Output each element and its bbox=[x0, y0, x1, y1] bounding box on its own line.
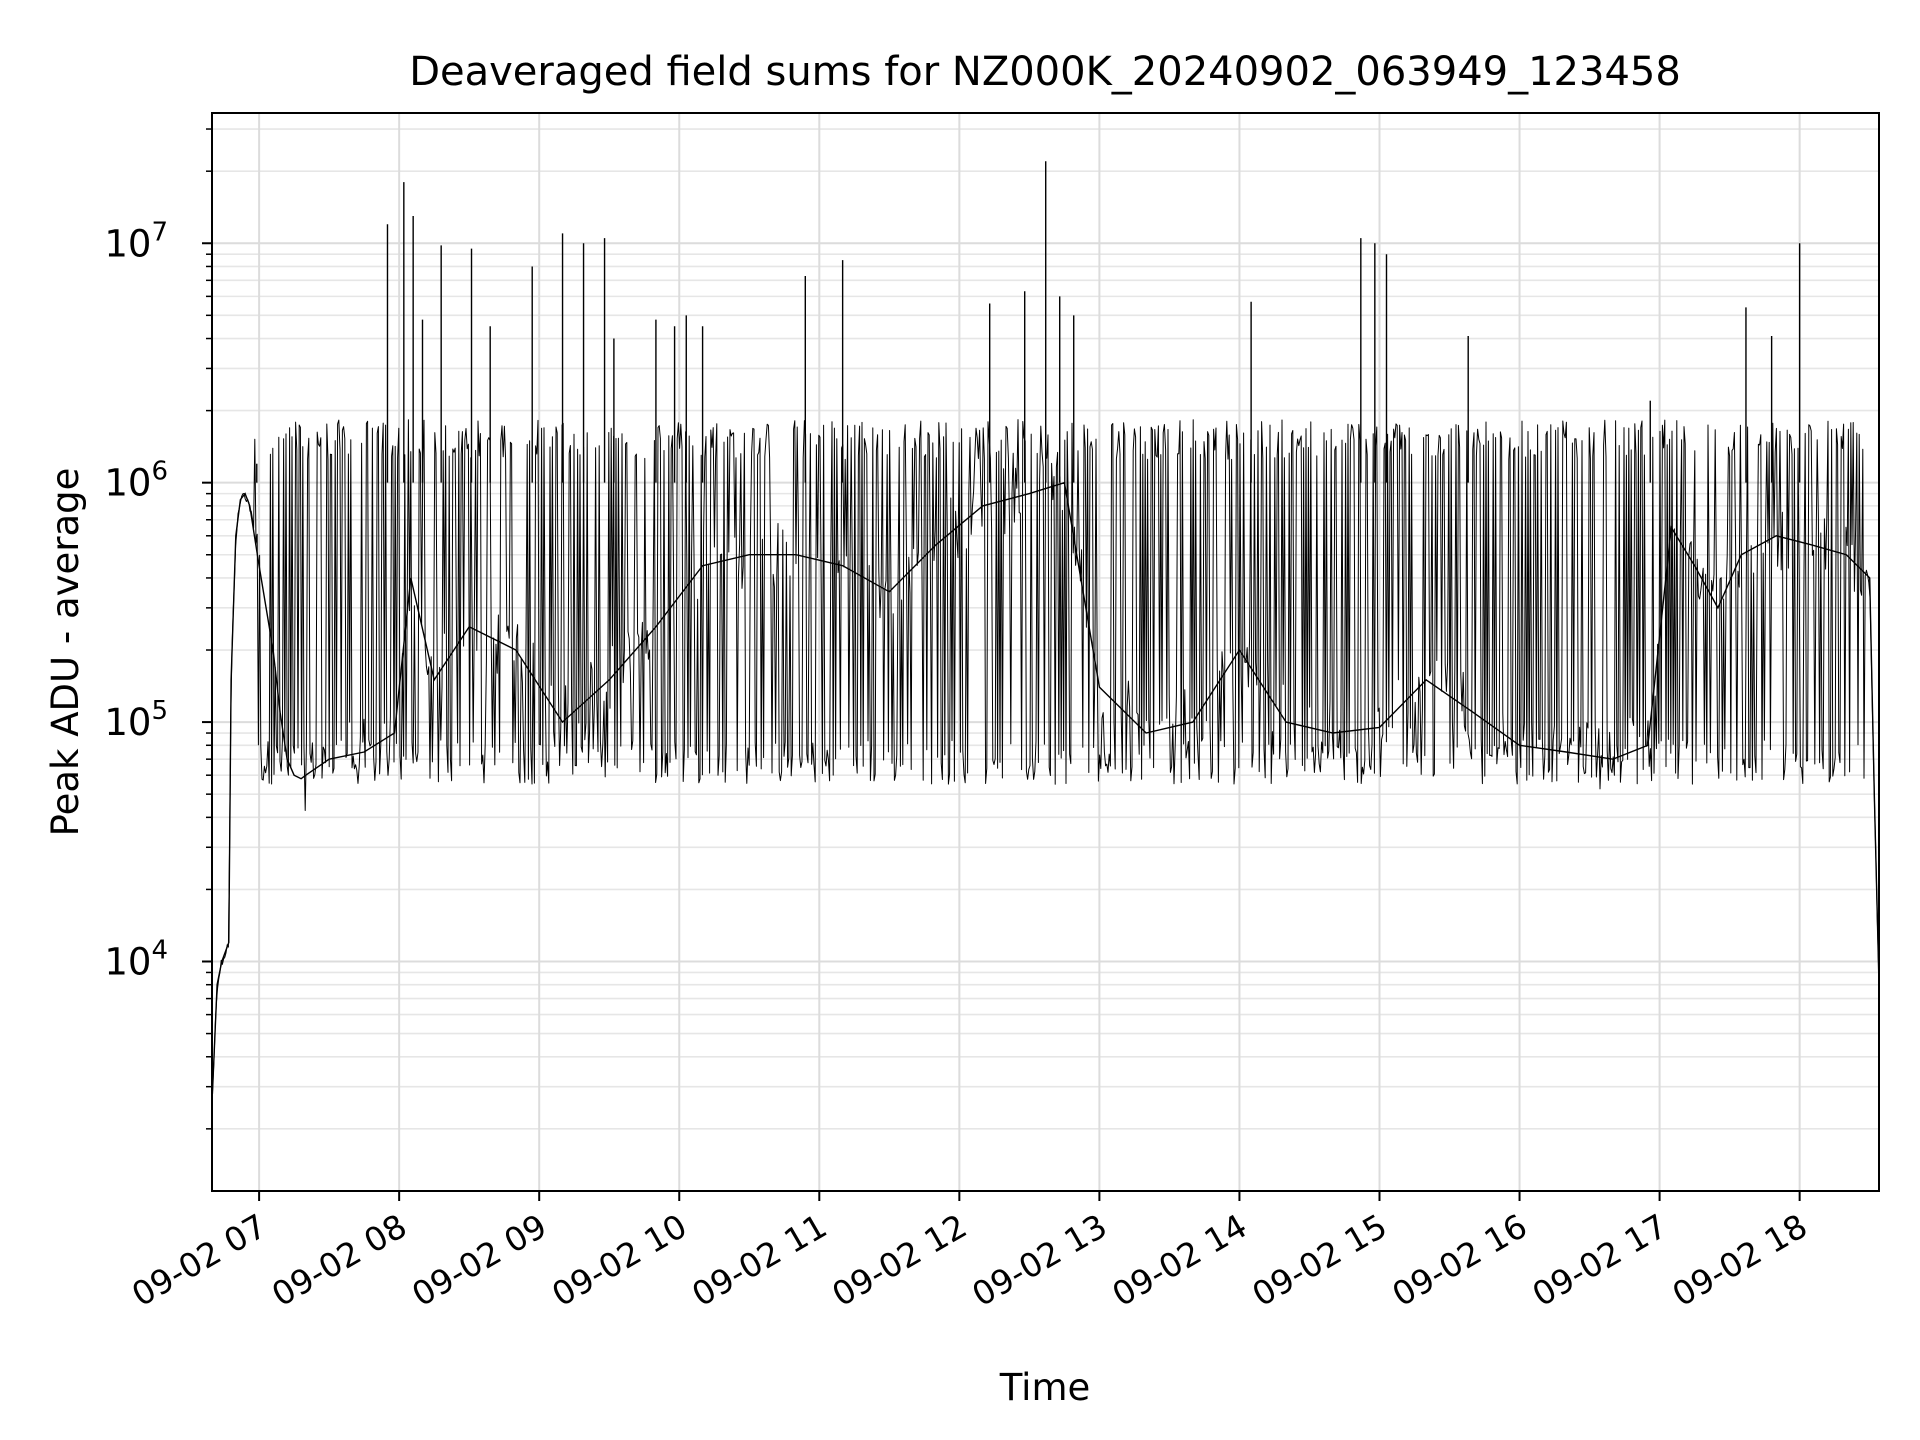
y-tick-base: 10 bbox=[104, 701, 151, 744]
y-tick-exponent: 4 bbox=[151, 935, 168, 965]
chart-title: Deaveraged field sums for NZ000K_2024090… bbox=[409, 49, 1681, 95]
y-tick-exponent: 7 bbox=[151, 217, 168, 247]
data-series bbox=[211, 161, 1880, 1094]
plot-frame bbox=[211, 112, 1880, 1192]
y-tick-base: 10 bbox=[104, 462, 151, 505]
y-tick-label: 107 bbox=[104, 217, 168, 265]
data-line bbox=[211, 481, 1880, 1094]
y-tick-exponent: 6 bbox=[151, 457, 168, 487]
y-tick-base: 10 bbox=[104, 940, 151, 983]
y-tick-label: 106 bbox=[104, 457, 168, 505]
y-tick-base: 10 bbox=[104, 222, 151, 265]
y-tick-label: 105 bbox=[104, 696, 168, 744]
y-tick-label: 104 bbox=[104, 935, 168, 983]
x-axis-label: Time bbox=[999, 1366, 1091, 1409]
y-axis-label: Peak ADU - average bbox=[44, 468, 87, 837]
y-tick-exponent: 5 bbox=[151, 696, 168, 726]
